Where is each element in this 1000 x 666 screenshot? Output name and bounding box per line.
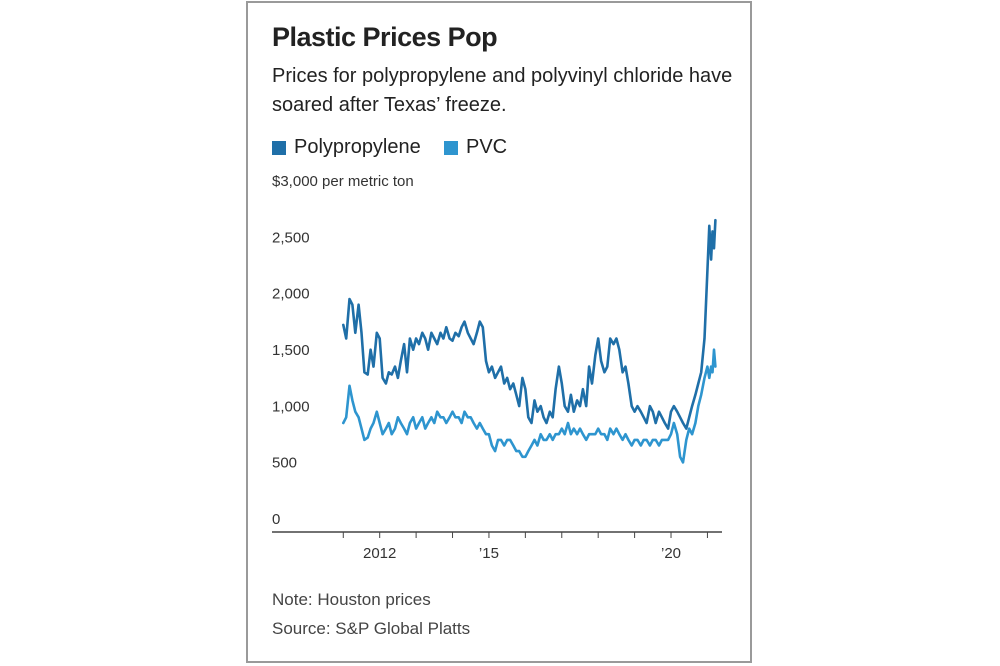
legend-label-polypropylene: Polypropylene [294, 136, 421, 158]
chart-note: Note: Houston prices [272, 590, 431, 609]
y-tick-label: 1,500 [272, 342, 310, 359]
y-tick-label: $3,000 per metric ton [272, 173, 414, 190]
chart-title: Plastic Prices Pop [272, 22, 498, 52]
chart-axes [272, 531, 722, 538]
series-line-polypropylene [341, 218, 717, 430]
x-tick-label: 2012 [363, 545, 396, 562]
chart-source: Source: S&P Global Platts [272, 619, 471, 638]
y-tick-label: 2,500 [272, 229, 310, 246]
chart-tick-labels: $3,000 per metric ton 2,500 2,000 1,500 1,00… [272, 173, 681, 562]
chart-subtitle: Prices for polypropylene and polyvinyl c… [272, 65, 733, 116]
y-tick-label: 2,000 [272, 286, 310, 303]
x-tick-label: ’15 [479, 545, 499, 562]
legend-label-pvc: PVC [466, 136, 508, 158]
legend-item-polypropylene: Polypropylene [272, 136, 421, 159]
y-tick-label: 1,000 [272, 398, 310, 415]
y-tick-label: 0 [272, 511, 280, 528]
x-tick-label: ’20 [661, 545, 681, 562]
chart-frame [246, 1, 752, 663]
y-tick-label: 500 [272, 455, 297, 472]
legend-swatch-pvc [444, 140, 458, 155]
series-line-pvc [341, 348, 717, 464]
chart-lines [341, 218, 717, 464]
legend-swatch-polypropylene [272, 140, 286, 155]
legend-item-pvc: PVC [444, 136, 507, 159]
